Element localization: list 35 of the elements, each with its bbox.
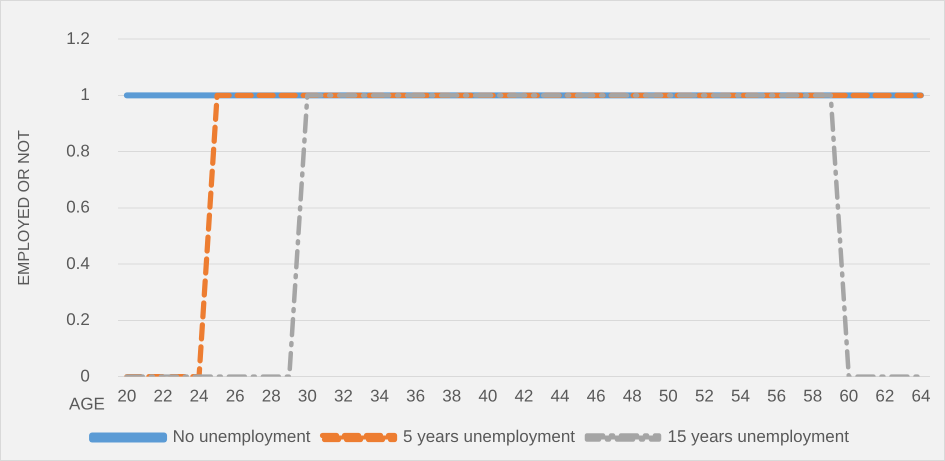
x-tick-label: 30	[298, 386, 317, 406]
x-tick-label: 32	[334, 386, 353, 406]
x-axis-title: AGE	[69, 394, 105, 414]
y-axis-title: EMPLOYED OR NOT	[16, 130, 34, 286]
x-tick-label: 64	[912, 386, 930, 406]
x-tick-label: 54	[731, 386, 750, 406]
x-tick-label: 24	[190, 386, 209, 406]
y-tick-label: 0.4	[66, 254, 90, 273]
y-tick-label: 0.2	[66, 310, 90, 330]
y-tick-label: 1.2	[66, 28, 90, 48]
x-tick-label: 48	[622, 386, 642, 406]
x-tick-label: 26	[226, 386, 245, 406]
x-tick-label: 62	[875, 386, 894, 406]
x-tick-label: 38	[442, 386, 462, 406]
legend-label: 5 years unemployment	[403, 427, 576, 446]
x-tick-label: 42	[514, 386, 534, 406]
x-tick-label: 50	[658, 386, 678, 406]
x-tick-label: 22	[153, 386, 172, 406]
y-tick-label: 1	[80, 85, 90, 104]
x-tick-label: 44	[550, 386, 570, 406]
x-tick-label: 34	[370, 386, 389, 406]
x-tick-label: 20	[117, 386, 136, 406]
y-tick-label: 0.8	[66, 141, 90, 160]
x-tick-label: 46	[586, 386, 606, 406]
legend-label: No unemployment	[172, 427, 311, 446]
y-tick-label: 0	[80, 366, 90, 386]
x-tick-label: 40	[478, 386, 498, 406]
x-tick-label: 60	[839, 386, 858, 406]
x-tick-label: 56	[767, 386, 786, 406]
x-tick-label: 58	[803, 386, 822, 406]
x-tick-label: 36	[406, 386, 426, 406]
legend-label: 15 years unemployment	[668, 427, 850, 446]
x-tick-label: 52	[694, 386, 714, 406]
x-tick-label: 28	[262, 386, 281, 406]
y-tick-label: 0.6	[66, 198, 90, 217]
